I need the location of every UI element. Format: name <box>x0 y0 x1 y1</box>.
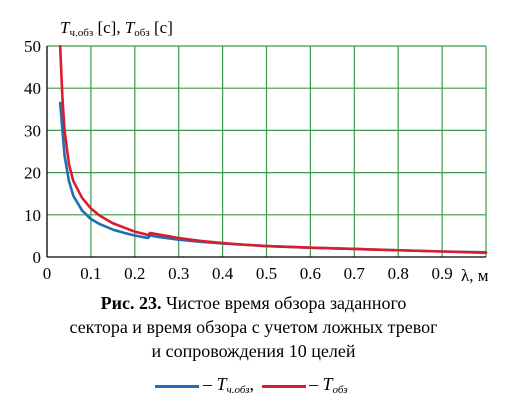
x-tick-label: 0.4 <box>212 264 234 283</box>
y-tick-label: 40 <box>24 79 41 98</box>
x-axis-label: λ, м <box>461 266 489 285</box>
y-tick-label: 50 <box>24 37 41 56</box>
title-main-1: T <box>60 18 71 37</box>
y-tick-label: 20 <box>24 164 41 183</box>
y-tick-label: 30 <box>24 121 41 140</box>
title-main-2: T <box>125 18 136 37</box>
series-line-t-ch-obz <box>58 101 488 254</box>
legend-swatch-blue <box>155 385 199 388</box>
caption-text-1: Чистое время обзора заданного <box>161 293 407 313</box>
title-sub-1: ч.обз <box>69 27 93 39</box>
legend-item-1: – Tч.обз, <box>203 374 255 396</box>
chart-title: Tч.обз [с], Tобз [с] <box>60 18 173 39</box>
x-tick-label: 0 <box>43 264 52 283</box>
x-tick-label: 0.2 <box>124 264 145 283</box>
title-sub-2: обз <box>134 27 149 39</box>
figure-label: Рис. 23. <box>100 293 162 313</box>
caption-line-3: и сопровождения 10 целей <box>151 341 356 361</box>
tick-labels: 0 0.1 0.2 0.3 0.4 0.5 0.6 0.7 0.8 0.9 0 10 20 30 40 50 <box>24 37 453 283</box>
axes <box>46 46 486 258</box>
title-unit-2: [с] <box>150 18 173 37</box>
caption-line-1: Рис. 23. Чистое время обзора заданного <box>0 292 507 314</box>
x-tick-label: 0.3 <box>168 264 189 283</box>
x-tick-label: 0.8 <box>388 264 409 283</box>
legend-swatch-red <box>262 385 306 388</box>
x-tick-label: 0.7 <box>344 264 366 283</box>
x-tick-label: 0.9 <box>431 264 452 283</box>
title-unit-1: [с], <box>93 18 125 37</box>
x-tick-label: 0.5 <box>256 264 277 283</box>
x-tick-label: 0.6 <box>300 264 321 283</box>
series-line-t-obz <box>58 44 488 255</box>
grid <box>47 45 487 257</box>
caption-line-2: сектора и время обзора с учетом ложных т… <box>69 317 438 337</box>
y-tick-label: 10 <box>24 206 41 225</box>
legend-item-2: – Tобз <box>309 374 348 396</box>
legend: – Tч.обз, – Tобз <box>0 368 507 404</box>
chart-area: 0 0.1 0.2 0.3 0.4 0.5 0.6 0.7 0.8 0.901020304050 … <box>24 18 489 285</box>
series-lines <box>58 44 488 255</box>
x-tick-label: 0.1 <box>80 264 101 283</box>
y-tick-label: 0 <box>33 248 42 267</box>
